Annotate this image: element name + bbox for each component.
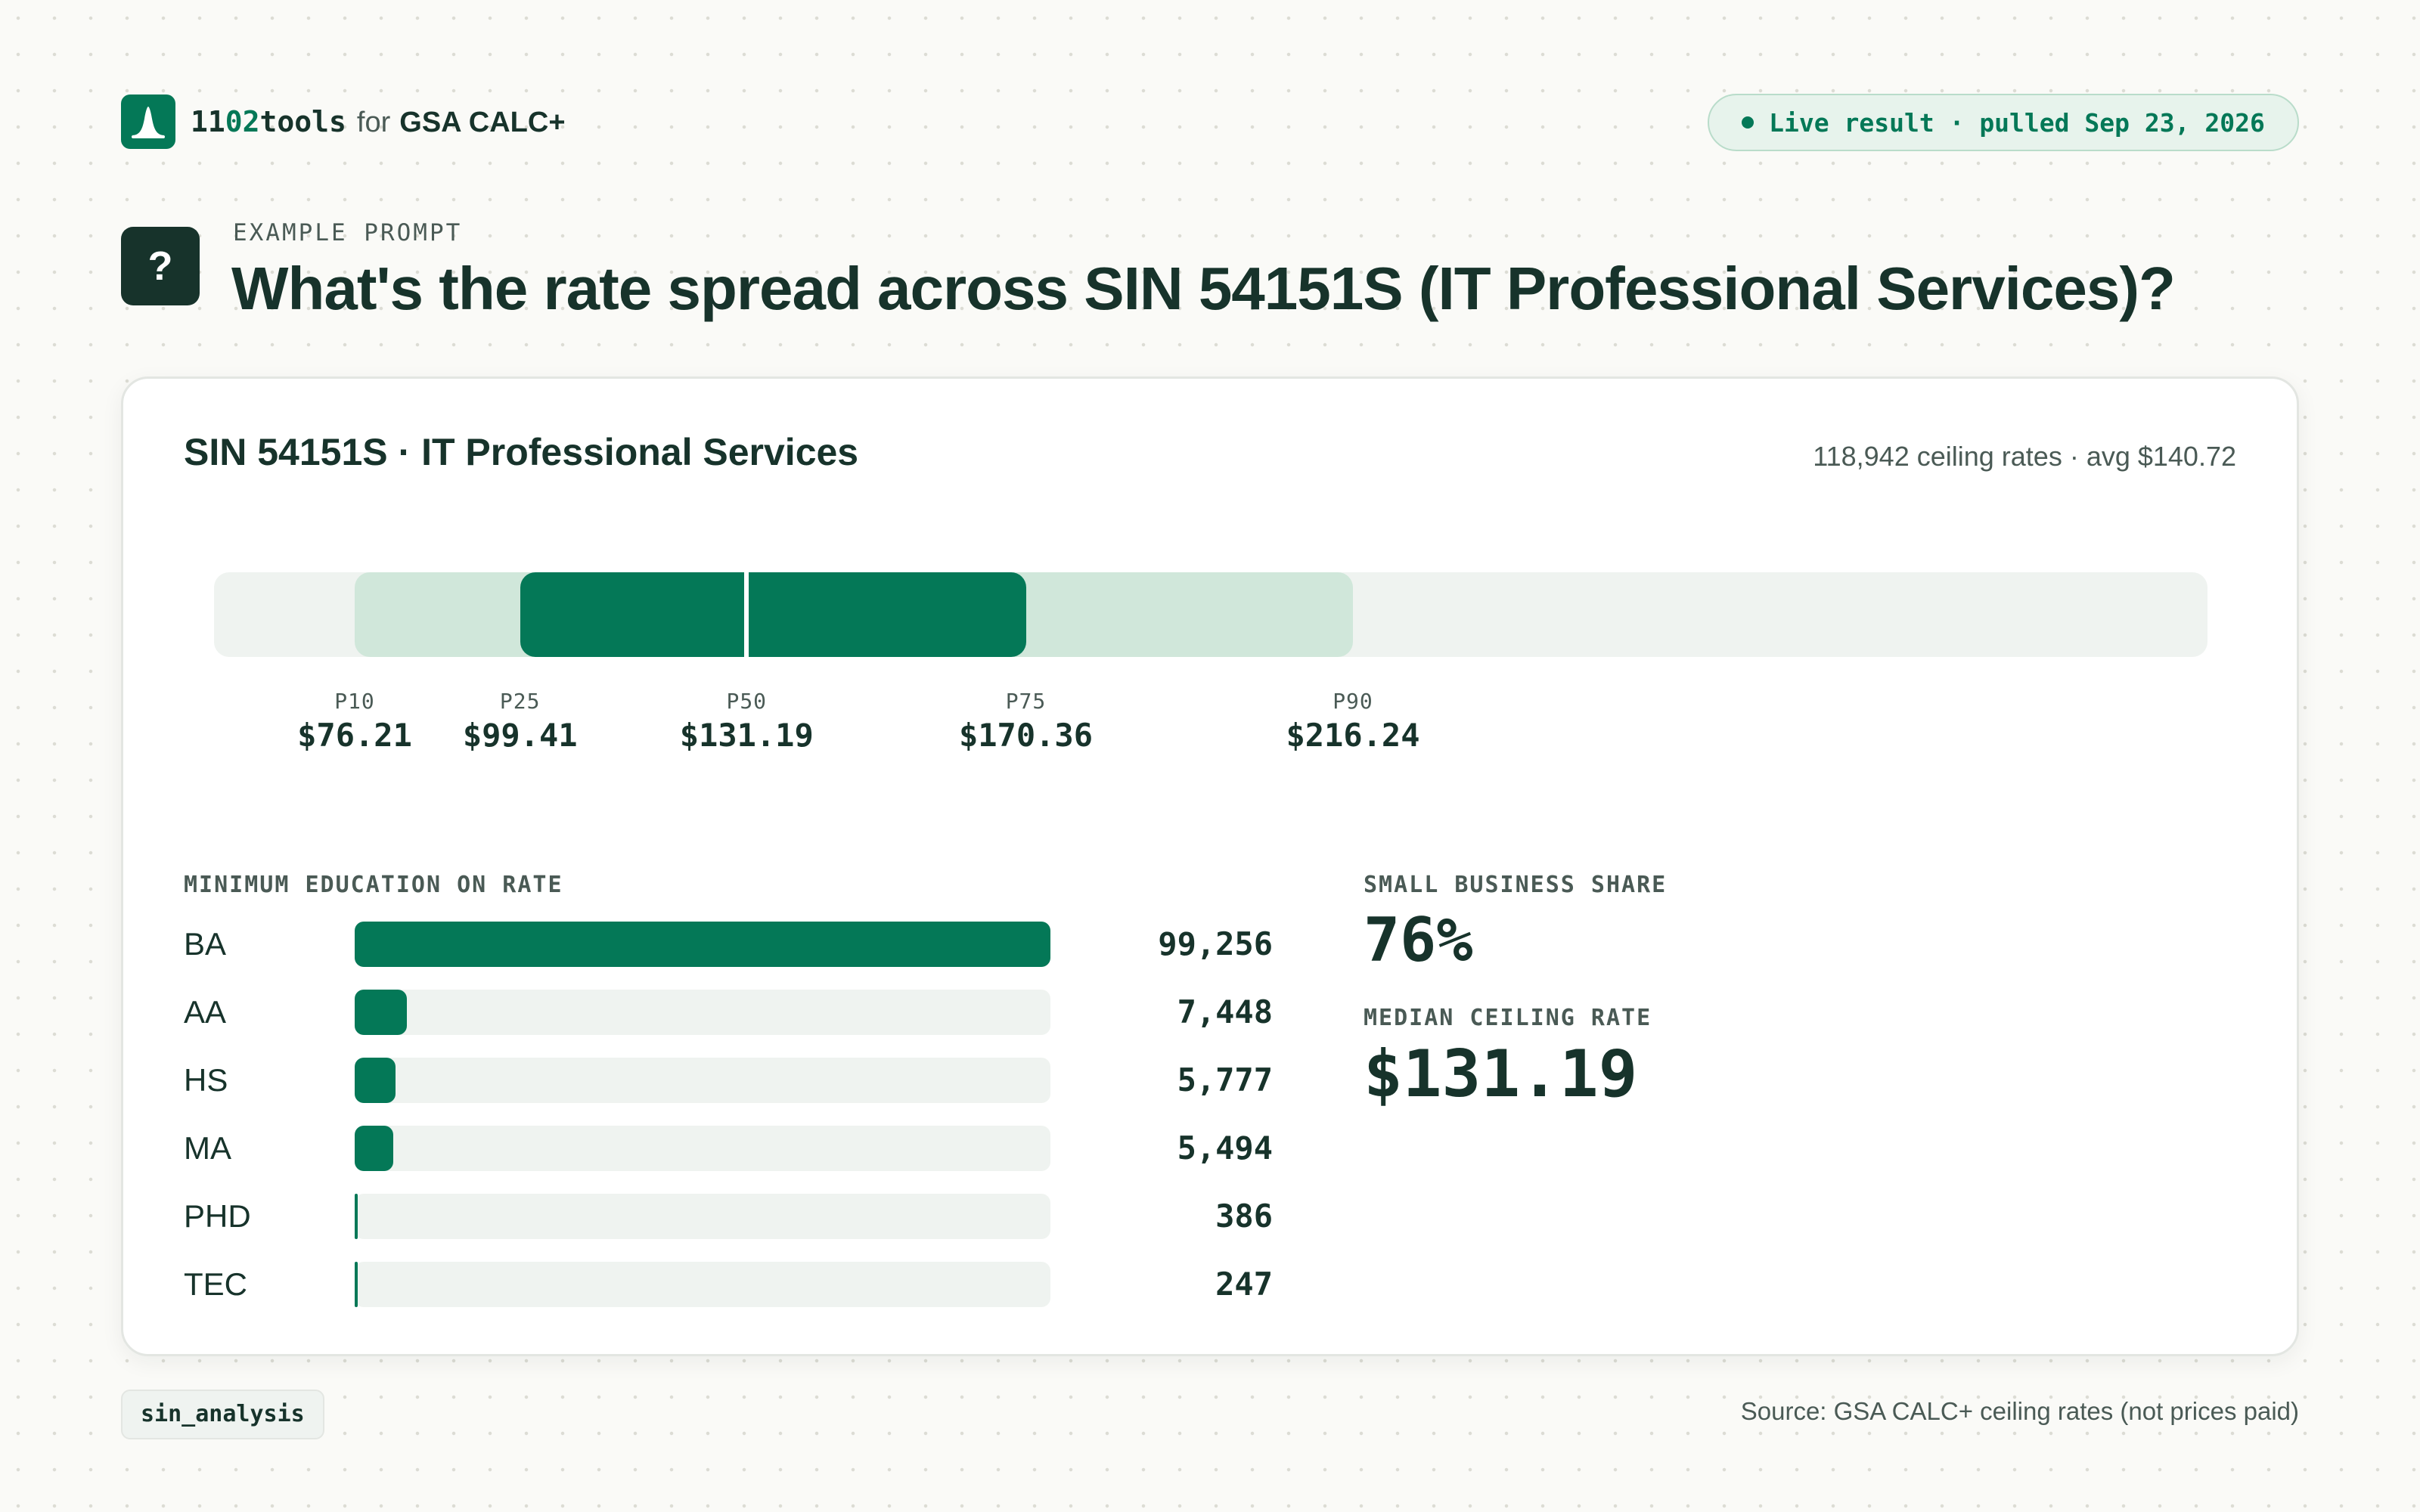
brand-name: 1102tools — [191, 104, 346, 138]
education-level: PHD — [184, 1198, 251, 1234]
percentile-value: $76.21 — [297, 717, 412, 754]
percentile-value: $131.19 — [679, 717, 814, 754]
live-dot-icon — [1742, 116, 1754, 129]
education-row-tec: TEC 247 — [184, 1262, 1273, 1307]
education-row-ma: MA 5,494 — [184, 1126, 1273, 1171]
education-level: MA — [184, 1130, 231, 1166]
percentile-label-p90: P90 $216.24 — [1239, 689, 1466, 754]
p25-p75-band — [520, 572, 1026, 657]
education-bar — [355, 922, 1050, 967]
brand-product: GSA CALC+ — [399, 106, 566, 138]
percentile-name: P10 — [334, 689, 375, 714]
education-level: HS — [184, 1062, 228, 1098]
percentile-value: $99.41 — [462, 717, 578, 754]
percentile-value: $170.36 — [958, 717, 1093, 754]
result-card: SIN 54151S · IT Professional Services 11… — [121, 376, 2299, 1356]
median-marker — [744, 572, 749, 657]
education-bar — [355, 1058, 396, 1103]
education-bar — [355, 1262, 358, 1307]
education-count: 5,494 — [1177, 1129, 1273, 1167]
education-count: 247 — [1215, 1266, 1273, 1303]
education-count: 7,448 — [1177, 993, 1273, 1030]
education-section-label: MINIMUM EDUCATION ON RATE — [184, 872, 563, 898]
education-bar-track — [355, 990, 1050, 1035]
small-business-label: SMALL BUSINESS SHARE — [1364, 872, 1668, 898]
median-rate-label: MEDIAN CEILING RATE — [1364, 1005, 1652, 1031]
education-bar-track — [355, 1126, 1050, 1171]
percentile-label-p25: P25 $99.41 — [407, 689, 634, 754]
live-status-badge: Live result · pulled Sep 23, 2026 — [1708, 94, 2299, 151]
card-title: SIN 54151S · IT Professional Services — [184, 431, 859, 473]
education-bar-track — [355, 922, 1050, 967]
education-level: BA — [184, 926, 227, 962]
education-count: 386 — [1215, 1198, 1273, 1235]
percentile-label-p10: P10 $76.21 — [241, 689, 468, 754]
education-bar-track — [355, 1194, 1050, 1239]
education-count: 99,256 — [1158, 925, 1273, 962]
brand-for: for — [356, 106, 391, 138]
education-row-hs: HS 5,777 — [184, 1058, 1273, 1103]
card-meta: 118,942 ceiling rates · avg $140.72 — [1813, 441, 2236, 472]
education-bar — [355, 990, 408, 1035]
education-level: AA — [184, 994, 227, 1030]
median-rate-value: $131.19 — [1364, 1036, 1638, 1112]
live-status-text: Live result · pulled Sep 23, 2026 — [1769, 107, 2265, 138]
bell-curve-icon — [121, 94, 175, 149]
percentile-value: $216.24 — [1286, 717, 1420, 754]
education-count: 5,777 — [1177, 1061, 1273, 1098]
prompt-label: EXAMPLE PROMPT — [233, 219, 463, 246]
education-bar-track — [355, 1262, 1050, 1307]
small-business-value: 76% — [1364, 905, 1473, 975]
education-row-aa: AA 7,448 — [184, 990, 1273, 1035]
percentile-name: P75 — [1005, 689, 1047, 714]
question-mark-icon: ? — [121, 227, 200, 305]
brand: 1102tools for GSA CALC+ — [121, 94, 566, 150]
analysis-tag: sin_analysis — [121, 1390, 324, 1439]
percentile-label-p75: P75 $170.36 — [913, 689, 1140, 754]
education-level: TEC — [184, 1266, 247, 1302]
education-bar — [355, 1126, 393, 1171]
percentile-name: P90 — [1333, 689, 1373, 714]
education-bar — [355, 1194, 358, 1239]
education-row-phd: PHD 386 — [184, 1194, 1273, 1239]
education-bar-track — [355, 1058, 1050, 1103]
percentile-name: P25 — [499, 689, 541, 714]
education-row-ba: BA 99,256 — [184, 922, 1273, 967]
prompt-text: What's the rate spread across SIN 54151S… — [231, 255, 2176, 322]
source-note: Source: GSA CALC+ ceiling rates (not pri… — [1740, 1397, 2299, 1425]
percentile-name: P50 — [726, 689, 768, 714]
percentile-label-p50: P50 $131.19 — [633, 689, 860, 754]
